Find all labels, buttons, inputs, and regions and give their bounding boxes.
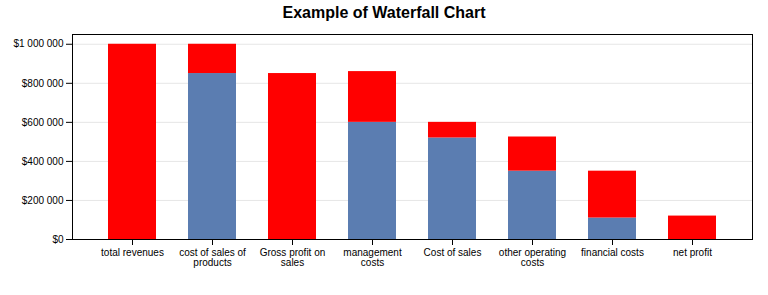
svg-text:other operatingcosts: other operatingcosts	[499, 247, 566, 268]
svg-text:$1 000 000: $1 000 000	[13, 38, 63, 49]
svg-text:Gross profit onsales: Gross profit onsales	[260, 247, 326, 268]
svg-text:Cost of sales: Cost of sales	[424, 247, 482, 258]
svg-text:managementcosts: managementcosts	[343, 247, 402, 268]
svg-text:$0: $0	[52, 234, 64, 245]
svg-text:$600 000: $600 000	[22, 117, 64, 128]
svg-text:cost of sales ofproducts: cost of sales ofproducts	[179, 247, 246, 268]
svg-text:total revenues: total revenues	[101, 247, 164, 258]
svg-text:$800 000: $800 000	[22, 78, 64, 89]
svg-text:net profit: net profit	[673, 247, 712, 258]
svg-text:$200 000: $200 000	[22, 195, 64, 206]
svg-text:financial costs: financial costs	[581, 247, 644, 258]
svg-text:$400 000: $400 000	[22, 156, 64, 167]
html-text:Example of Waterfall Chart: Example of Waterfall Chart	[282, 4, 486, 21]
